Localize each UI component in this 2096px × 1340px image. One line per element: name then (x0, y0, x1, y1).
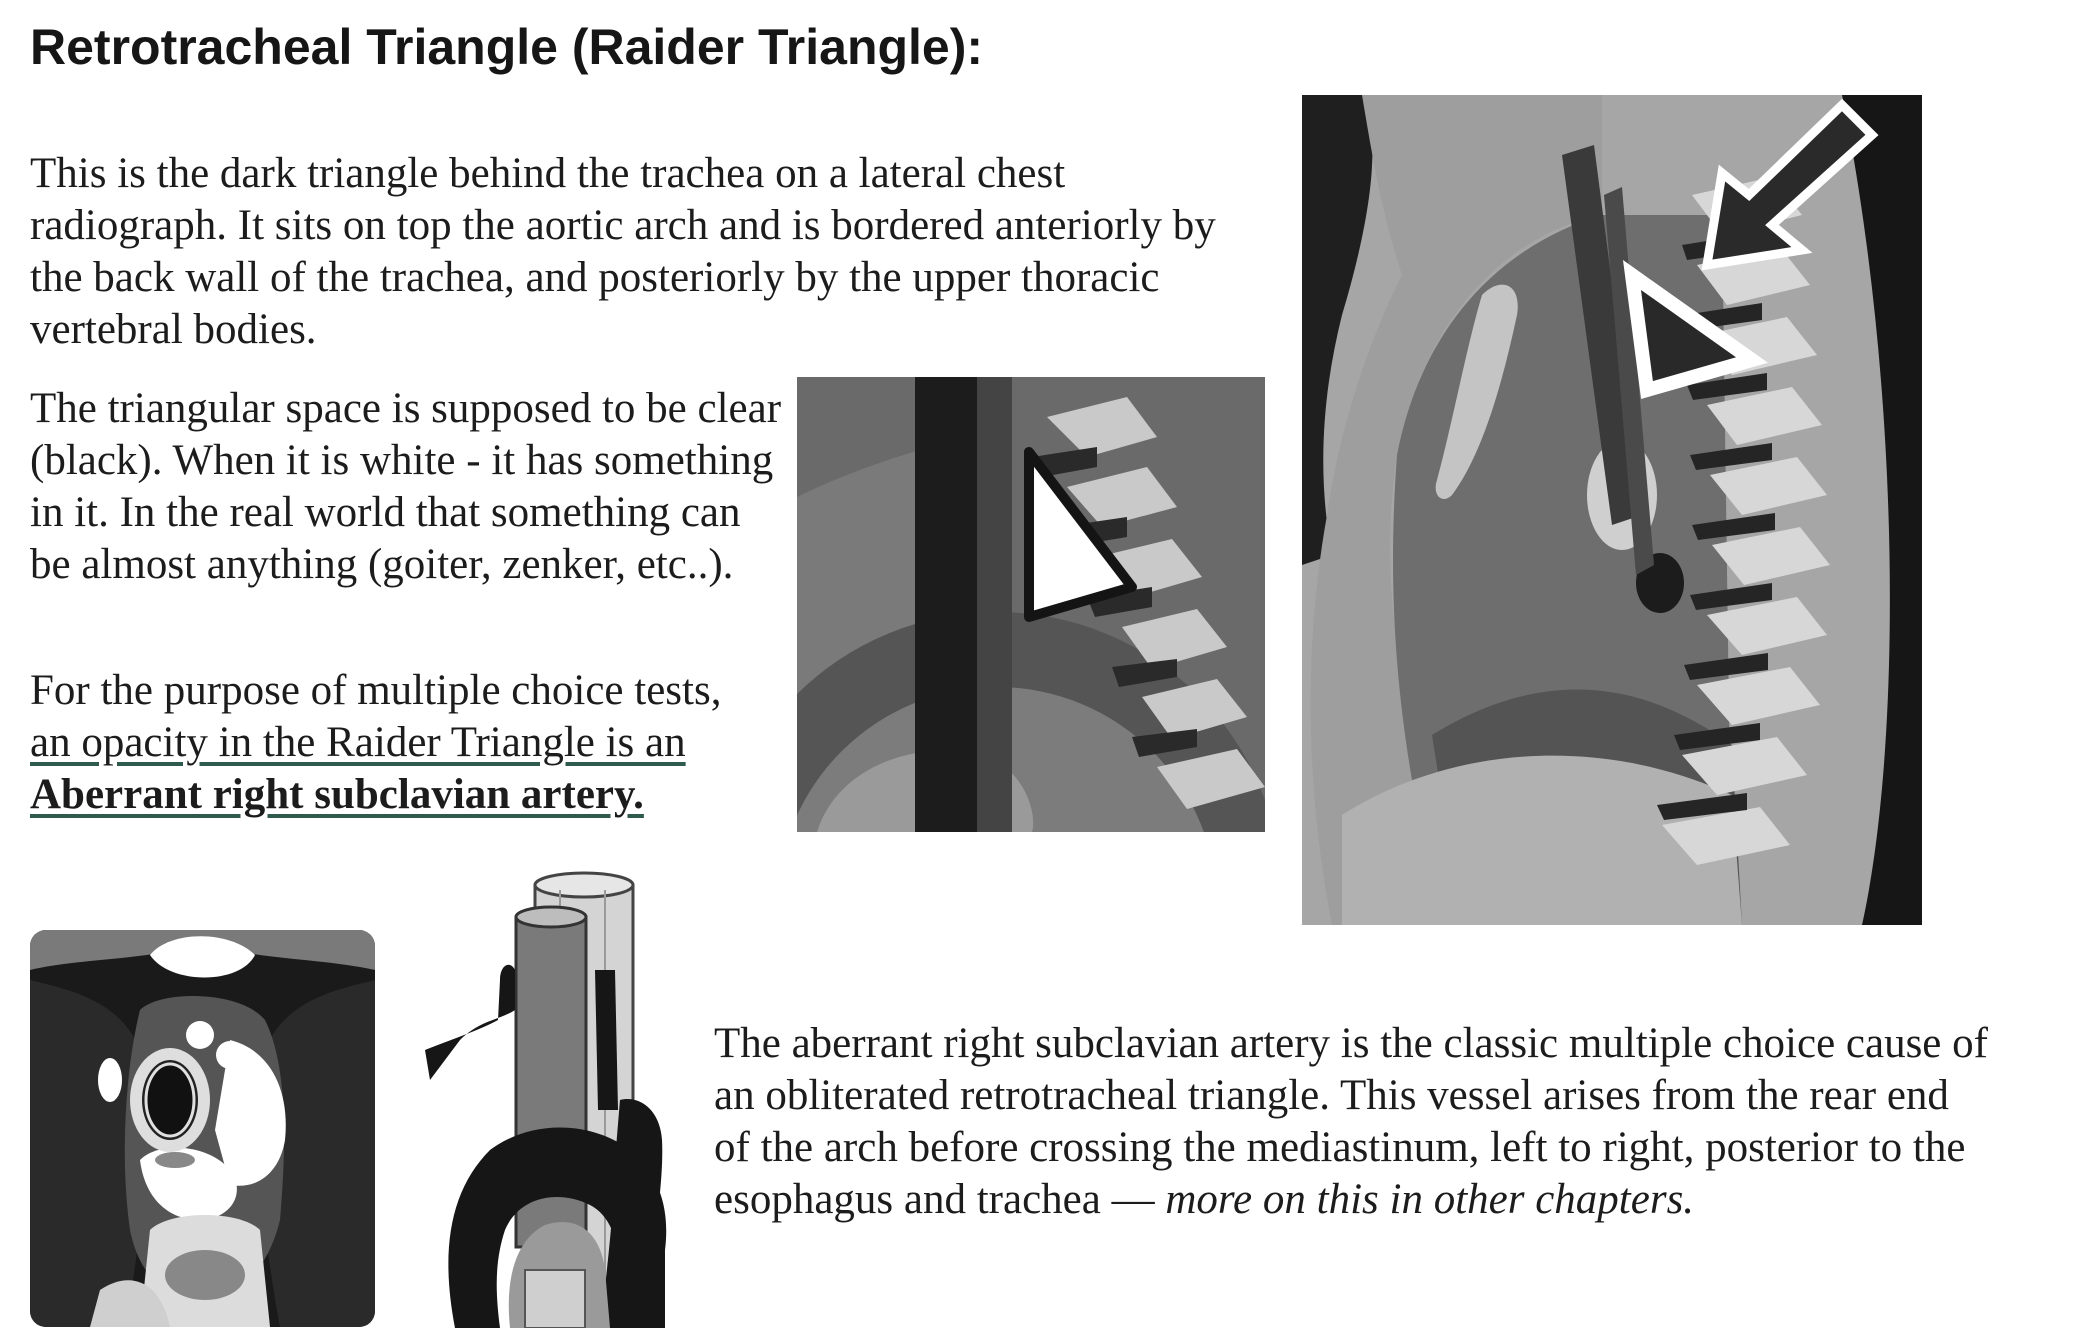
multiple-choice-paragraph: For the purpose of multiple choice tests… (30, 665, 770, 821)
axial-ct-diagram (30, 930, 375, 1327)
artery-main-text: The aberrant right subclavian artery is … (714, 1020, 1988, 1223)
mc-answer-bold: Aberrant right subclavian artery. (30, 771, 644, 818)
zoomed-opacified-triangle-diagram (797, 377, 1265, 832)
aortic-arch-3d-diagram (425, 871, 667, 1328)
page-title: Retrotracheal Triangle (Raider Triangle)… (30, 19, 984, 75)
clear-space-paragraph: The triangular space is supposed to be c… (30, 385, 782, 588)
mc-underlined-plain: an opacity in the Raider Triangle is an (30, 719, 686, 766)
mc-underlined-text: an opacity in the Raider Triangle is an … (30, 719, 686, 818)
lateral-chest-diagram-with-arrow (1302, 95, 1922, 925)
intro-paragraph: This is the dark triangle behind the tra… (30, 150, 1216, 353)
artery-italic-text: more on this in other chapters. (1165, 1176, 1695, 1223)
aberrant-artery-paragraph: The aberrant right subclavian artery is … (714, 1018, 1994, 1226)
mc-lead-text: For the purpose of multiple choice tests… (30, 667, 722, 714)
